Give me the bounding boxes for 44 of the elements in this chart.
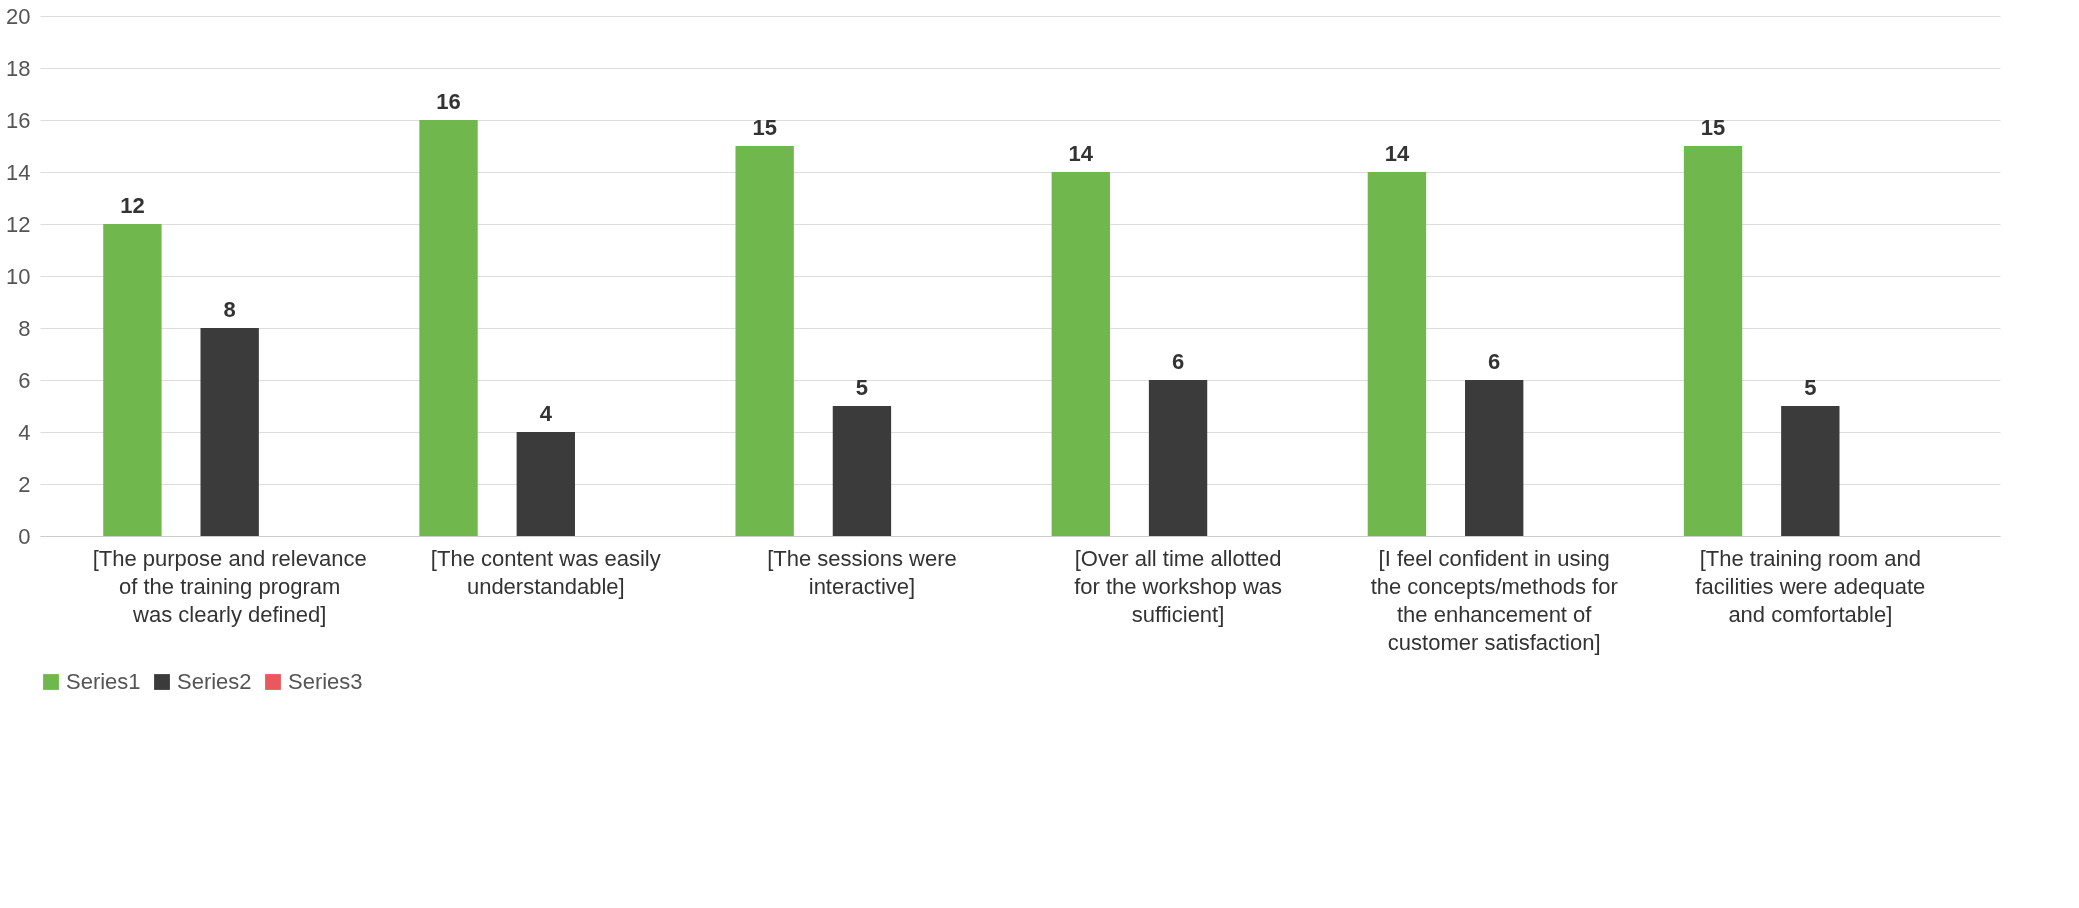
bar [1148,380,1208,536]
bar [1683,146,1743,536]
y-tick-label: 0 [18,523,31,549]
data-label: 16 [436,89,461,114]
bar [419,120,478,536]
data-label: 5 [1804,375,1817,400]
y-tick-label: 20 [6,3,31,29]
y-tick-label: 10 [6,263,31,289]
data-label: 15 [1700,115,1726,140]
y-tick-label: 2 [18,471,31,497]
data-label: 6 [1488,349,1501,374]
bar [1781,406,1840,536]
bar [735,146,794,536]
data-label: 6 [1171,349,1185,374]
y-tick-label: 18 [6,55,31,81]
y-tick-label: 16 [6,107,31,133]
legend-label: Series2 [177,669,252,694]
legend-label: Series1 [66,669,141,694]
y-tick-label: 8 [18,315,31,341]
x-tick-label: [The content was easily understandable] [430,545,661,599]
bar [1367,172,1427,536]
data-label: 15 [752,115,777,140]
x-tick-label: [I feel confident in using the concepts/methods for the enhancement of customer satisfaction] [1370,545,1618,655]
x-tick-label: [The purpose and relevance of the training program was clearly defined] [92,545,367,627]
x-tick-label: [The sessions were interactive] [767,545,957,599]
bar [832,406,892,536]
y-tick-label: 4 [18,419,31,445]
bar [1051,172,1110,536]
bar [200,328,259,536]
data-label: 14 [1384,141,1410,166]
y-tick-label: 12 [6,211,31,237]
bar [103,224,162,536]
y-tick-label: 6 [18,367,31,393]
x-tick-label: [The training room and facilities were adequate and comfortable] [1695,545,1926,627]
y-tick-label: 14 [6,159,31,185]
legend-label: Series3 [288,669,363,694]
bar [516,432,575,536]
data-label: 4 [539,401,553,426]
data-label: 8 [223,297,236,322]
data-label: 14 [1068,141,1094,166]
x-tick-label: [Over all time allotted for the workshop was sufficient] [1074,545,1282,627]
data-label: 12 [120,193,145,218]
bar [1465,380,1524,536]
data-label: 5 [855,375,869,400]
